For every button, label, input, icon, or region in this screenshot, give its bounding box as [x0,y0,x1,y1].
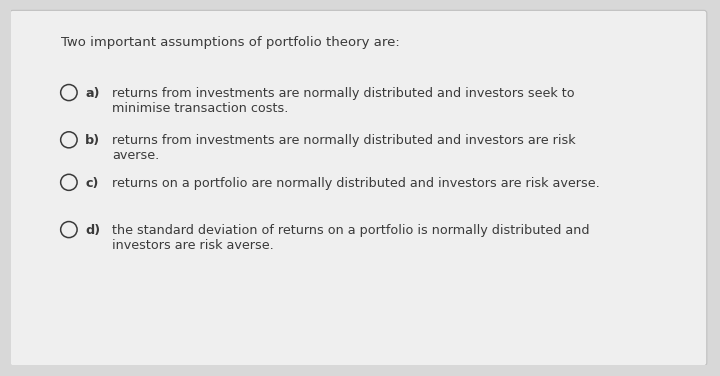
FancyBboxPatch shape [10,11,707,366]
Text: investors are risk averse.: investors are risk averse. [112,238,274,252]
Text: returns from investments are normally distributed and investors seek to: returns from investments are normally di… [112,87,575,100]
Text: minimise transaction costs.: minimise transaction costs. [112,102,289,115]
Text: Two important assumptions of portfolio theory are:: Two important assumptions of portfolio t… [61,36,400,49]
Text: returns on a portfolio are normally distributed and investors are risk averse.: returns on a portfolio are normally dist… [112,177,600,190]
Text: c): c) [86,177,99,190]
Text: d): d) [86,224,101,237]
Text: b): b) [86,134,101,147]
Text: returns from investments are normally distributed and investors are risk: returns from investments are normally di… [112,134,576,147]
Text: the standard deviation of returns on a portfolio is normally distributed and: the standard deviation of returns on a p… [112,224,590,237]
Text: averse.: averse. [112,149,160,162]
Text: a): a) [86,87,100,100]
